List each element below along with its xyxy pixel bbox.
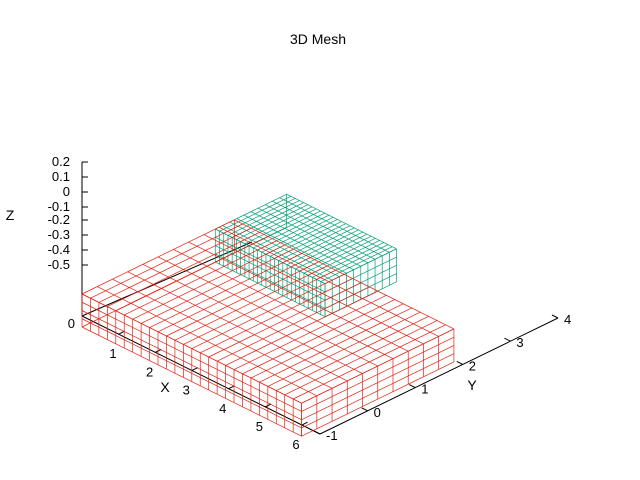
x-tick [191, 367, 199, 372]
y-tick-label: 4 [564, 312, 571, 327]
x-tick [118, 330, 125, 335]
mesh-line [257, 207, 369, 264]
z-tick-label: -0.3 [48, 227, 70, 242]
y-axis-label: Y [467, 377, 477, 393]
z-tick-label: 0 [63, 184, 70, 199]
mesh-line [250, 211, 361, 267]
mesh-line [215, 236, 326, 293]
mesh-line [286, 193, 397, 250]
mesh-line [81, 252, 235, 328]
mesh-line [272, 200, 383, 257]
mesh-line [215, 261, 326, 317]
x-axis-label: X [160, 379, 170, 395]
y-tick [408, 384, 416, 389]
mesh-line [243, 214, 354, 271]
ticks: 0.20.10-0.1-0.2-0.3-0.4-0.50123456-10123… [48, 154, 572, 452]
mesh-line [234, 219, 455, 330]
z-tick-label: 0.2 [52, 154, 70, 169]
mesh-line [81, 318, 302, 429]
y-tick [361, 407, 368, 412]
mesh-line [81, 326, 302, 437]
x-tick-label: 0 [68, 316, 75, 331]
mesh-line [173, 249, 394, 359]
mesh-line [215, 228, 326, 284]
x-tick-label: 6 [292, 437, 299, 452]
mesh-line [81, 293, 302, 404]
back-x-axis-line [81, 241, 253, 317]
x-tick-label: 1 [109, 346, 116, 361]
z-tick-label: -0.4 [48, 242, 70, 257]
y-tick [551, 314, 559, 319]
mesh-series-1 [81, 219, 455, 437]
y-tick-label: -1 [326, 428, 338, 443]
mesh-line [142, 263, 363, 374]
mesh-line [265, 204, 376, 260]
chart-title: 3D Mesh [290, 31, 346, 47]
y-tick-label: 2 [469, 358, 476, 373]
mesh [81, 193, 455, 437]
mesh-line [218, 226, 439, 337]
y-tick-label: 0 [374, 405, 381, 420]
y-tick-label: 3 [516, 335, 523, 350]
mesh-line [279, 197, 390, 253]
z-tick-label: 0.1 [52, 169, 70, 184]
x-axis-line [81, 315, 321, 435]
mesh-line [112, 278, 333, 389]
x-tick-label: 4 [219, 401, 226, 416]
mesh-line [203, 234, 424, 345]
z-tick-label: -0.1 [48, 199, 70, 214]
mesh-line [158, 256, 378, 367]
mesh-line [81, 301, 302, 412]
mesh-line [301, 361, 455, 437]
mesh-line [215, 253, 326, 309]
x-tick [228, 385, 235, 390]
mesh-line [127, 271, 348, 382]
y-axis-line [319, 317, 559, 435]
x-tick-label: 3 [183, 383, 190, 398]
mesh-line [236, 218, 347, 274]
y-tick [313, 430, 321, 435]
x-tick [301, 421, 308, 426]
mesh-line [222, 225, 333, 281]
y-tick [456, 360, 464, 365]
y-tick-label: 1 [421, 382, 428, 397]
z-tick-label: -0.2 [48, 212, 70, 227]
mesh-line [188, 241, 409, 352]
x-tick-label: 5 [256, 419, 263, 434]
y-tick [504, 337, 511, 342]
z-axis-label: Z [6, 207, 15, 223]
mesh-line [215, 245, 326, 301]
x-tick-label: 2 [146, 364, 153, 379]
mesh-line [81, 310, 302, 421]
z-tick-label: -0.5 [48, 257, 70, 272]
mesh-line [229, 221, 340, 277]
mesh-line [97, 286, 317, 397]
